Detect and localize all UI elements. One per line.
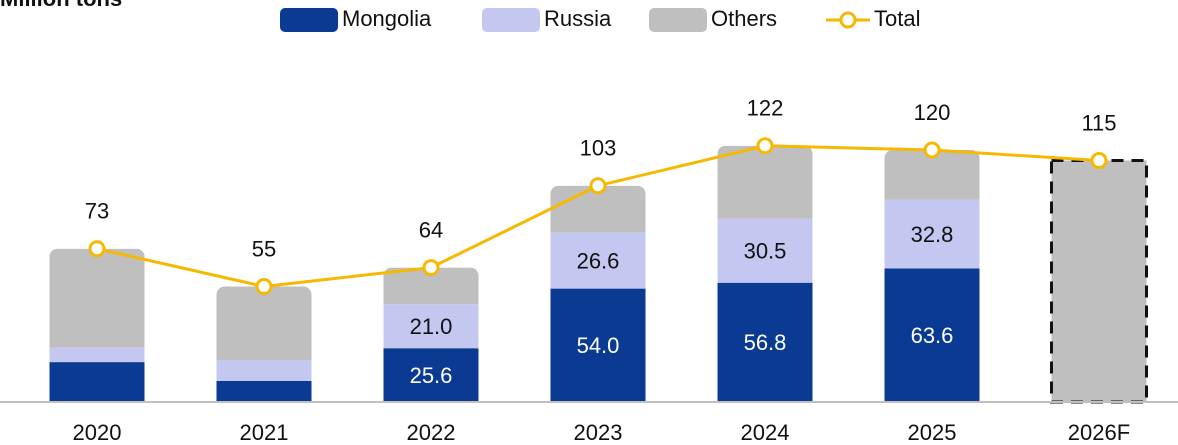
x-tick-label: 2024 bbox=[741, 420, 790, 445]
legend-marker bbox=[839, 11, 857, 29]
x-tick-label: 2023 bbox=[574, 420, 623, 445]
value-label: 21.0 bbox=[410, 314, 453, 339]
legend-label: Russia bbox=[544, 6, 612, 31]
bar-segment bbox=[884, 268, 980, 402]
value-label: 25.6 bbox=[410, 363, 453, 388]
bar-segment bbox=[49, 248, 145, 348]
legend-swatch bbox=[280, 8, 338, 32]
total-label: 55 bbox=[252, 236, 276, 261]
legend-swatch bbox=[649, 8, 707, 32]
x-tick-label: 2022 bbox=[407, 420, 456, 445]
value-label: 54.0 bbox=[577, 333, 620, 358]
bar-segment bbox=[550, 232, 646, 289]
bar-segment bbox=[216, 286, 312, 360]
value-label: 56.8 bbox=[744, 330, 787, 355]
legend-label: Total bbox=[874, 6, 920, 31]
total-marker bbox=[1090, 152, 1108, 169]
bar-segment bbox=[49, 362, 145, 402]
total-marker bbox=[923, 141, 941, 159]
value-label: 32.8 bbox=[911, 222, 954, 247]
bar-segment bbox=[383, 348, 479, 402]
total-label: 115 bbox=[1081, 110, 1116, 135]
total-marker bbox=[756, 137, 774, 155]
bar-segment bbox=[884, 199, 980, 269]
total-label: 120 bbox=[914, 100, 951, 125]
total-marker bbox=[422, 259, 440, 277]
total-marker bbox=[88, 240, 106, 258]
bar-segment bbox=[216, 360, 312, 381]
bar-segment bbox=[1051, 160, 1147, 402]
bar-segment bbox=[216, 381, 312, 402]
total-marker bbox=[589, 177, 607, 195]
bar-segment bbox=[383, 304, 479, 349]
bar-segment bbox=[550, 288, 646, 402]
legend-label: Mongolia bbox=[342, 6, 432, 31]
total-marker bbox=[255, 278, 273, 295]
bar-segment bbox=[717, 282, 813, 402]
value-label: 26.6 bbox=[577, 248, 620, 273]
legend-swatch bbox=[482, 8, 540, 32]
legend-label: Others bbox=[711, 6, 777, 31]
bar-segment bbox=[717, 145, 813, 219]
total-label: 73 bbox=[85, 199, 109, 224]
chart-subtitle: Million tons bbox=[0, 0, 122, 11]
total-label: 122 bbox=[747, 96, 784, 121]
bar-segment bbox=[717, 218, 813, 283]
x-tick-label: 2025 bbox=[908, 420, 957, 445]
x-tick-label: 2026F bbox=[1068, 420, 1130, 445]
total-label: 64 bbox=[419, 217, 443, 242]
total-label: 103 bbox=[580, 136, 617, 161]
bar-segment bbox=[49, 347, 145, 363]
value-label: 63.6 bbox=[911, 323, 954, 348]
x-tick-label: 2021 bbox=[240, 420, 289, 445]
value-label: 30.5 bbox=[744, 239, 787, 264]
x-tick-label: 2020 bbox=[73, 420, 122, 445]
